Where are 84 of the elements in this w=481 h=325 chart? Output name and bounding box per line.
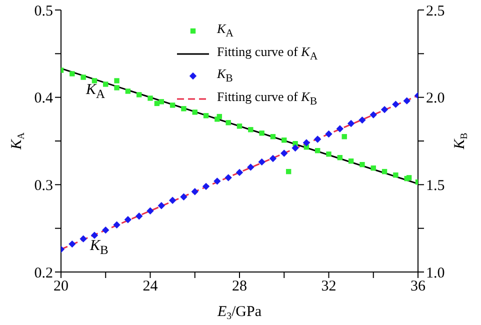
point: [270, 134, 276, 140]
y2-tick-label: 2.0: [426, 90, 445, 107]
point: [302, 139, 310, 146]
point: [248, 127, 254, 132]
point: [92, 78, 98, 84]
point: [258, 158, 266, 166]
point: [259, 130, 264, 136]
point: [158, 202, 166, 210]
point: [80, 235, 87, 242]
point: [406, 175, 412, 180]
point: [360, 162, 365, 168]
y-tick-label: 0.2: [34, 265, 53, 282]
point: [80, 74, 86, 80]
legend-label: K$_{A}$: [217, 21, 234, 40]
point: [269, 154, 277, 162]
point: [380, 106, 388, 114]
point: [236, 124, 242, 129]
point: [113, 221, 120, 228]
point: [68, 240, 76, 248]
point: [337, 154, 343, 160]
x-tick-label: 24: [142, 278, 158, 295]
point: [216, 114, 222, 120]
point: [114, 85, 120, 90]
point: [282, 138, 287, 143]
point: [247, 164, 254, 171]
point: [393, 172, 398, 178]
point: [114, 78, 120, 84]
point: [103, 82, 108, 87]
point: [102, 226, 110, 234]
annotation: K$_{B}$: [90, 238, 108, 257]
point: [148, 96, 153, 101]
point: [292, 144, 299, 152]
point: [392, 100, 400, 108]
point: [236, 168, 244, 176]
x-axis-title: E$_{3}$/GPa: [216, 304, 262, 322]
annotation: K$_{A}$: [86, 82, 106, 101]
y2-tick-label: 1.5: [426, 178, 445, 194]
point: [286, 168, 292, 174]
point: [124, 216, 132, 224]
point: [314, 136, 322, 143]
point: [192, 110, 198, 115]
point: [280, 150, 288, 157]
point: [370, 165, 376, 171]
point: [403, 97, 410, 104]
point: [224, 174, 232, 182]
legend-label: Fitting curve of K$_{A}$: [217, 42, 318, 64]
x-tick-label: 28: [232, 278, 247, 295]
point: [191, 188, 198, 196]
point: [348, 158, 354, 164]
x-tick-label: 32: [321, 278, 336, 295]
y-tick-label: 0.4: [34, 90, 54, 107]
point: [125, 88, 131, 94]
point: [90, 232, 98, 239]
point: [203, 113, 209, 118]
point: [314, 148, 320, 154]
point: [370, 111, 377, 118]
point: [336, 125, 344, 132]
point: [226, 120, 231, 126]
y-tick-label: 0.3: [34, 178, 53, 194]
point: [158, 99, 164, 104]
x-tick-label: 20: [54, 278, 68, 295]
point: [382, 168, 388, 174]
y2-tick-label: 2.5: [426, 3, 445, 20]
point: [146, 207, 154, 214]
point: [347, 120, 355, 128]
point: [136, 92, 142, 98]
point: [358, 116, 366, 124]
point: [135, 212, 143, 220]
y2-tick-label: 1.0: [426, 265, 445, 282]
point: [170, 102, 176, 108]
point: [214, 178, 221, 185]
legend-label: K$_{B}$: [217, 66, 233, 85]
legend-label: Fitting curve of K$_{B}$: [217, 88, 318, 110]
x-tick-label: 36: [410, 278, 426, 295]
point: [180, 193, 188, 200]
point: [168, 196, 176, 204]
point: [181, 106, 186, 112]
point: [326, 152, 332, 157]
point: [154, 100, 160, 106]
point: [70, 71, 75, 76]
point: [342, 134, 347, 140]
point: [325, 130, 332, 138]
y-tick-label: 0.5: [34, 3, 53, 20]
point: [202, 182, 210, 190]
